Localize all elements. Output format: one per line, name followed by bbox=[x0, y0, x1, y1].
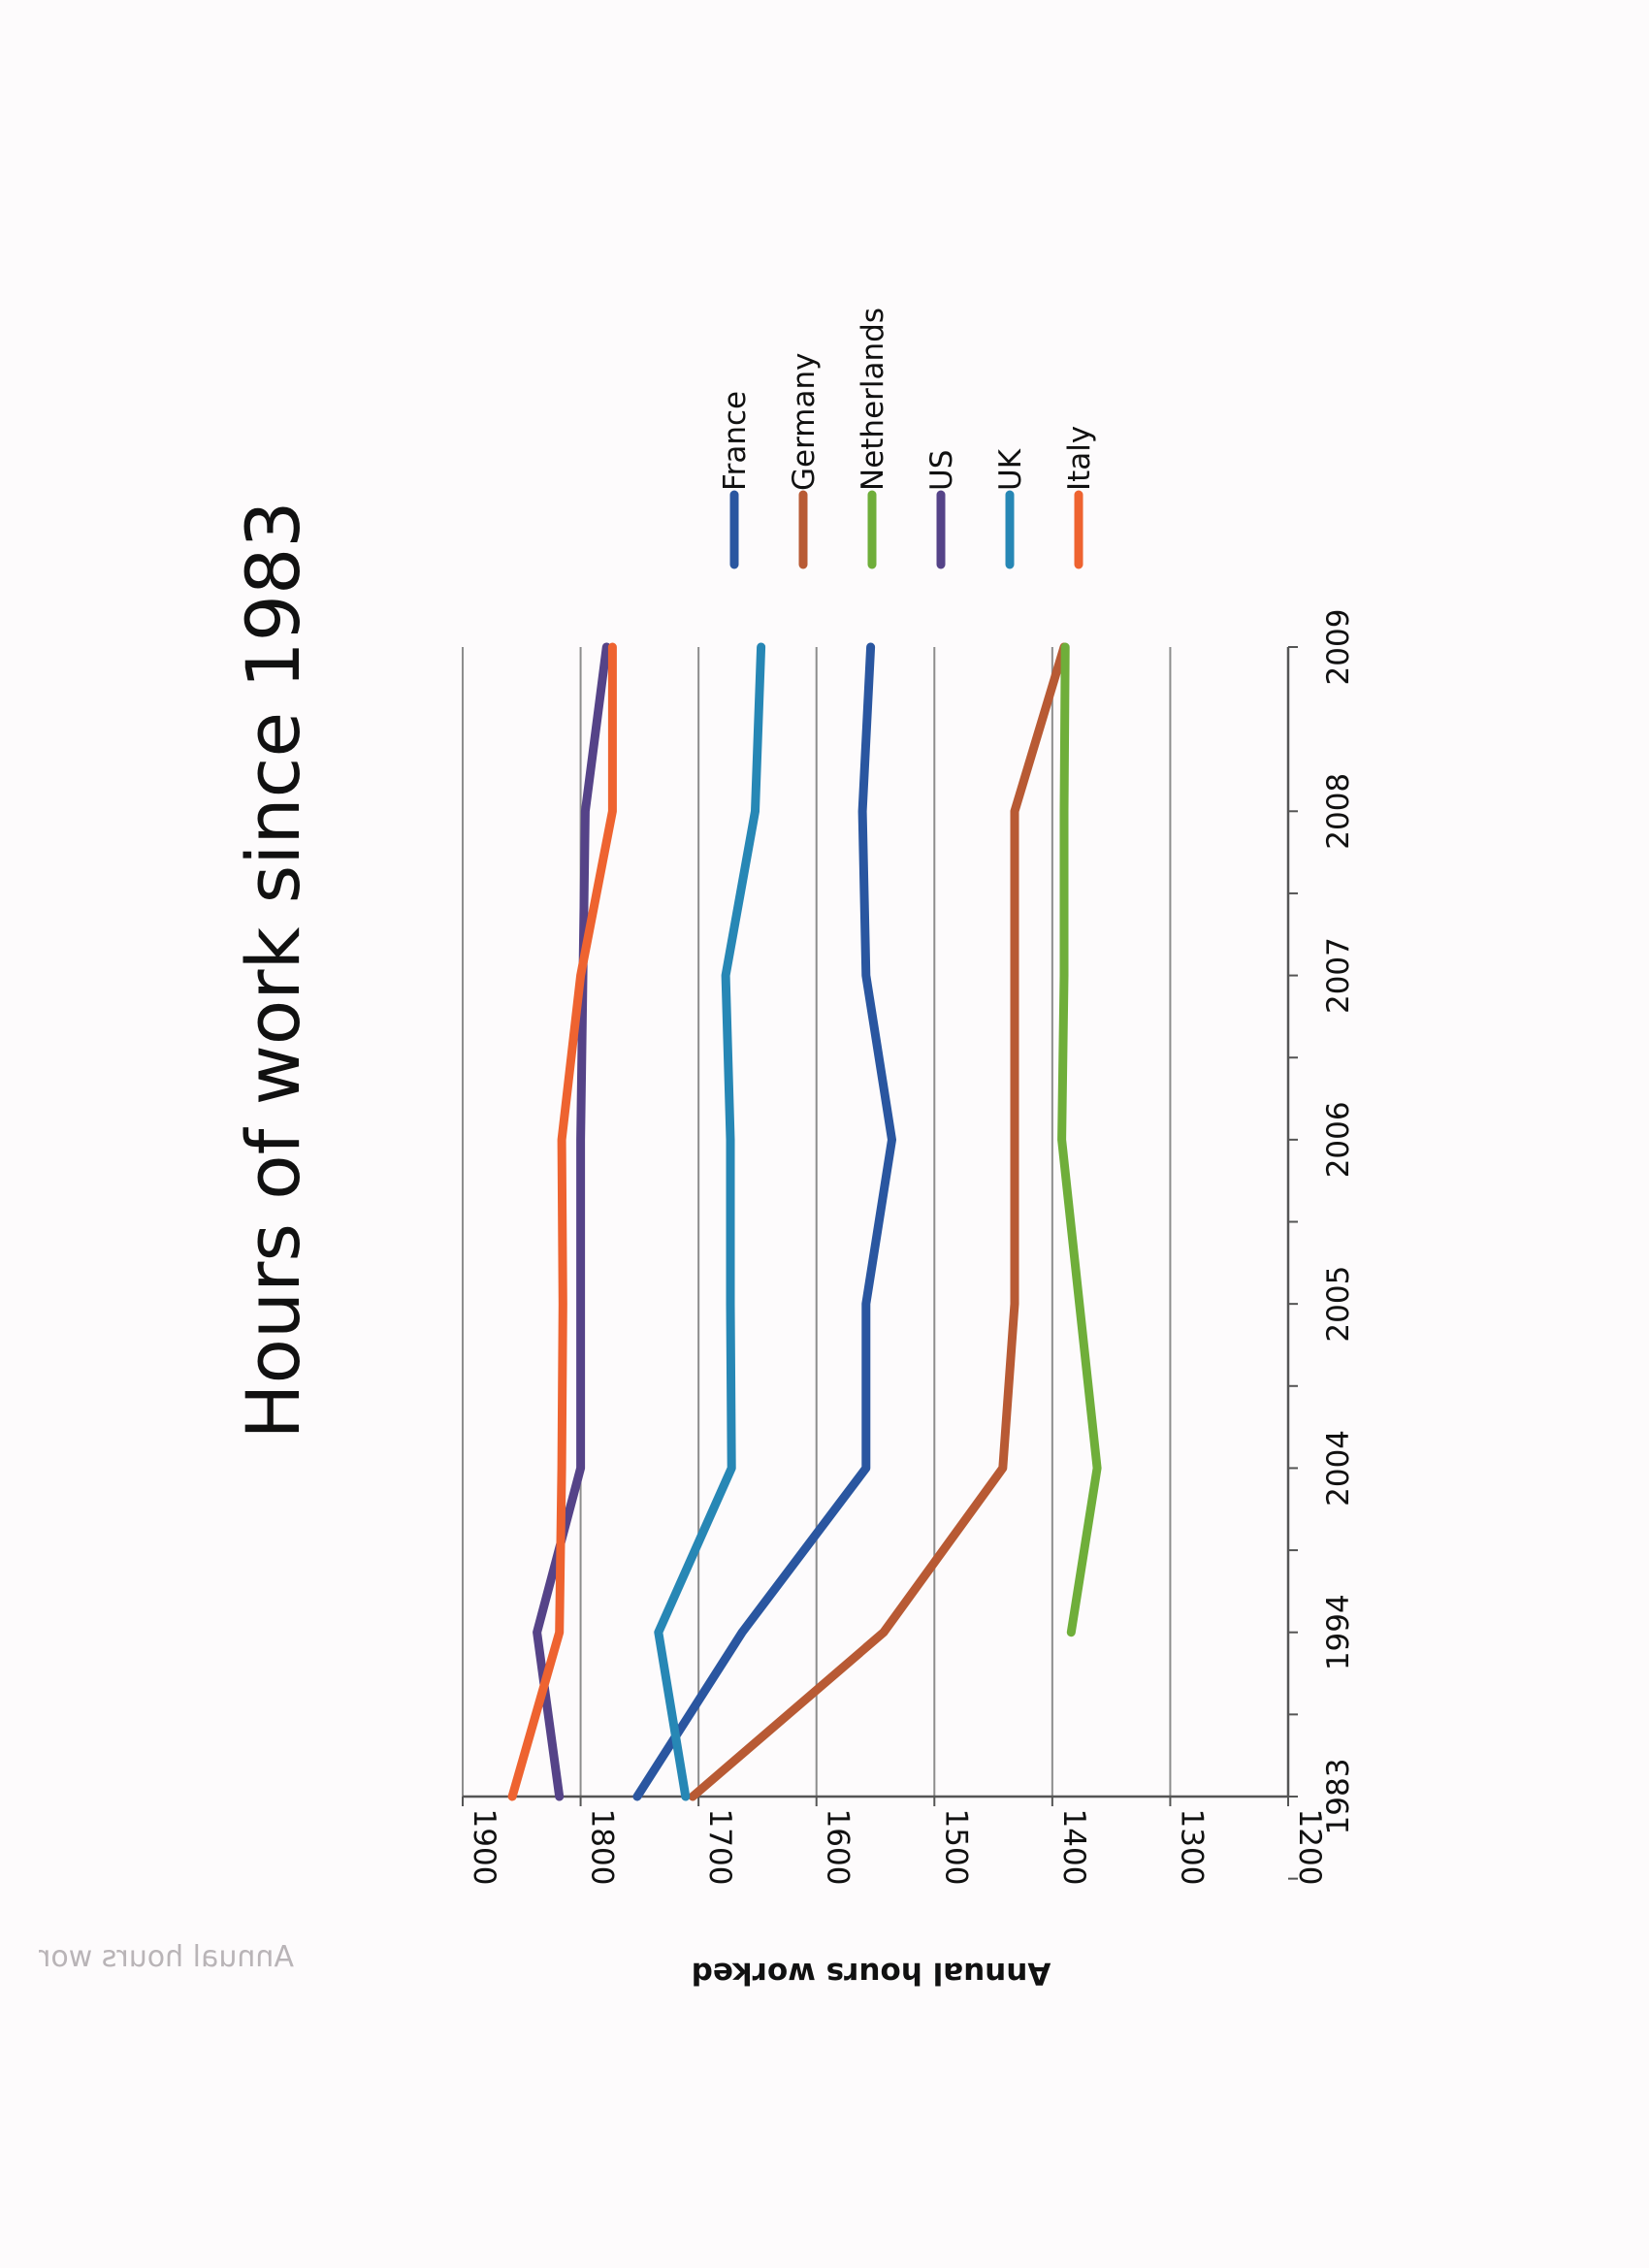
series-line-france bbox=[632, 642, 896, 1801]
y-tick-label: 1200 bbox=[1292, 1809, 1327, 1886]
x-tick-label: 2008 bbox=[1321, 773, 1356, 850]
legend-label: Italy bbox=[1062, 426, 1097, 491]
x-axis-ticks: 1983 1994 2004 2005 2006 2007 2008 2009 bbox=[1288, 609, 1356, 1880]
series-line-us bbox=[533, 642, 611, 1801]
y-tick-label: 1600 bbox=[821, 1809, 856, 1886]
legend-label: France bbox=[718, 391, 753, 491]
y-tick-label: 1700 bbox=[702, 1809, 737, 1886]
series-line-netherlands bbox=[1057, 642, 1102, 1637]
legend-label: UK bbox=[993, 448, 1028, 491]
legend-label: Netherlands bbox=[856, 308, 890, 491]
y-tick-label: 1500 bbox=[938, 1809, 973, 1886]
legend: France Germany Netherlands US UK Italy bbox=[718, 308, 1097, 569]
x-tick-label: 1994 bbox=[1321, 1594, 1356, 1670]
y-tick-label: 1900 bbox=[467, 1809, 501, 1886]
x-tick-label: 2004 bbox=[1321, 1430, 1356, 1507]
series-line-germany bbox=[688, 642, 1069, 1801]
x-tick-label: 2006 bbox=[1321, 1101, 1356, 1178]
x-tick-label: 1983 bbox=[1321, 1759, 1356, 1835]
y-tick-label: 1800 bbox=[585, 1809, 620, 1886]
y-axis-title: Annual hours worked bbox=[692, 1956, 1051, 1991]
legend-label: Germany bbox=[787, 353, 822, 491]
y-tick-label: 1400 bbox=[1056, 1809, 1091, 1886]
legend-label: US bbox=[924, 450, 959, 491]
x-tick-label: 2007 bbox=[1321, 937, 1356, 1014]
series-line-italy bbox=[507, 642, 617, 1801]
chart-title: Hours of work since 1983 bbox=[230, 501, 316, 1439]
x-tick-label: 2005 bbox=[1321, 1266, 1356, 1343]
y-tick-label: 1300 bbox=[1174, 1809, 1209, 1886]
y-axis-ticks: 1900 1800 1700 1600 1500 1400 1300 1200 bbox=[462, 1797, 1327, 1886]
series-line-uk bbox=[654, 642, 766, 1801]
series-lines bbox=[507, 642, 1102, 1801]
x-tick-label: 2009 bbox=[1321, 609, 1356, 686]
